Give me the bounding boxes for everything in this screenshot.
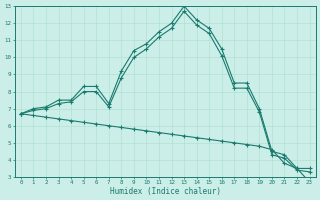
X-axis label: Humidex (Indice chaleur): Humidex (Indice chaleur) — [110, 187, 221, 196]
